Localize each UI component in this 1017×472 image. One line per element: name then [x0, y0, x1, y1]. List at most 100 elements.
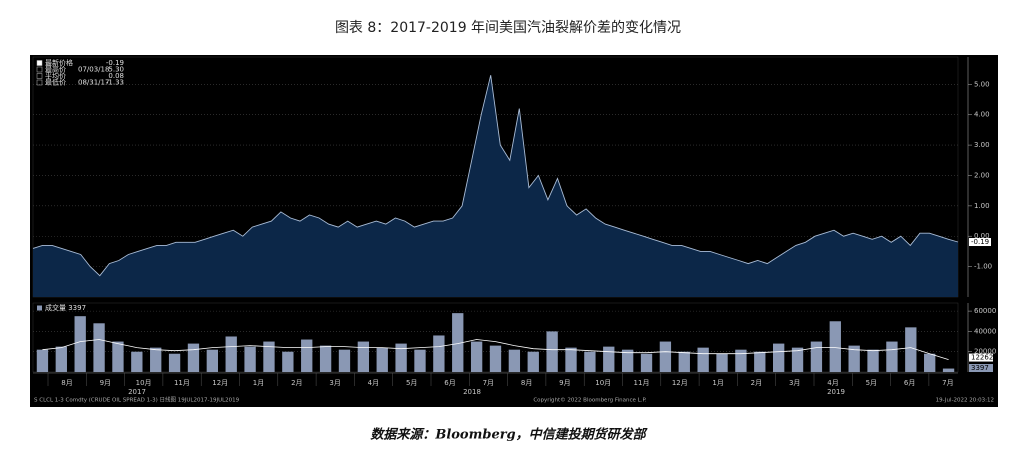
legend-label: 最低价	[45, 78, 66, 87]
year-label: 2017	[128, 388, 146, 396]
y-tick-label: 3.00	[974, 141, 990, 149]
volume-bar	[414, 349, 426, 372]
x-tick-label: 2月	[291, 379, 302, 387]
volume-bar	[187, 343, 200, 372]
y-tick-label: 40000	[974, 327, 996, 335]
x-tick-label: 4月	[368, 379, 379, 387]
ma-line	[42, 339, 949, 360]
volume-bar	[131, 351, 143, 372]
volume-bar	[848, 345, 860, 372]
volume-bar	[489, 345, 502, 372]
y-tick-label: 4.00	[974, 111, 990, 119]
volume-bar	[433, 335, 445, 372]
volume-bar	[640, 353, 653, 372]
last-label: 3397	[971, 364, 989, 372]
volume-bar	[924, 353, 936, 372]
x-tick-label: 6月	[904, 379, 915, 387]
legend-swatch	[36, 79, 43, 86]
volume-bar	[282, 351, 294, 372]
x-tick-label: 9月	[559, 379, 570, 387]
volume-bar	[36, 349, 49, 372]
volume-bar	[716, 353, 728, 372]
legend-label: 最高价	[45, 65, 66, 74]
x-tick-label: 6月	[444, 379, 455, 387]
x-tick-label: 11月	[634, 379, 650, 387]
volume-bar	[150, 347, 162, 372]
volume-bar	[244, 346, 256, 372]
volume-bar	[942, 368, 955, 372]
volume-bar	[773, 343, 785, 372]
volume-bar	[735, 349, 747, 372]
x-tick-label: 9月	[100, 379, 111, 387]
legend-label: 最新价格	[45, 58, 73, 67]
x-tick-label: 12月	[672, 379, 688, 387]
y-tick-label: 0.00	[974, 232, 990, 240]
legend-value: -0.19	[106, 59, 124, 67]
x-tick-label: 1月	[253, 379, 264, 387]
volume-bar	[603, 346, 615, 372]
x-tick-label: 11月	[174, 379, 190, 387]
year-label: 2018	[463, 388, 481, 396]
volume-bar	[301, 339, 313, 372]
x-tick-label: 7月	[942, 379, 953, 387]
y-tick-label: 60000	[974, 307, 996, 315]
volume-bar	[659, 341, 672, 372]
x-tick-label: 10月	[136, 379, 152, 387]
legend-swatch	[36, 60, 43, 66]
area-line	[32, 75, 959, 277]
volume-bar	[74, 316, 86, 372]
volume-bar	[376, 347, 388, 372]
x-tick-label: 7月	[483, 379, 494, 387]
x-tick-label: 2月	[751, 379, 762, 387]
volume-bar	[206, 349, 218, 372]
volume-bar	[697, 347, 709, 372]
volume-bar	[791, 347, 804, 372]
volume-bar	[678, 351, 690, 372]
last-label: 12262	[971, 354, 993, 362]
volume-bar	[754, 351, 766, 372]
volume-bar	[584, 351, 596, 372]
last-box	[969, 353, 993, 362]
legend-value: 5.30	[108, 66, 124, 74]
volume-bar	[395, 343, 407, 372]
y-tick-label: 20000	[974, 348, 996, 356]
volume-bar	[338, 349, 351, 372]
volume-bar	[470, 341, 483, 372]
x-tick-label: 10月	[595, 379, 611, 387]
volume-bar	[93, 323, 105, 372]
legend-label: 平均价	[45, 71, 66, 80]
legend-value: 0.08	[108, 72, 124, 80]
x-tick-label: 5月	[866, 379, 877, 387]
volume-bar	[263, 341, 275, 372]
legend-swatch	[36, 73, 43, 79]
legend-value: -1.33	[106, 79, 124, 87]
x-tick-label: 1月	[712, 379, 723, 387]
volume-bar	[168, 353, 181, 372]
volume-bar	[810, 341, 823, 372]
area	[33, 75, 958, 297]
x-tick-label: 3月	[789, 379, 800, 387]
volume-bar	[546, 331, 558, 372]
y-tick-label: 2.00	[974, 171, 990, 179]
volume-bar	[886, 341, 898, 372]
year-label: 2019	[827, 388, 845, 396]
last-box	[969, 364, 993, 372]
footer-left: S CLCL 1-3 Comdty (CRUDE OIL SPREAD 1-3)…	[34, 396, 240, 404]
x-tick-label: 5月	[406, 379, 417, 387]
x-tick-label: 4月	[827, 379, 838, 387]
y-tick-label: -1.00	[974, 263, 992, 271]
volume-bar	[319, 345, 332, 372]
last-box	[969, 238, 991, 247]
volume-bar	[867, 349, 879, 372]
legend-label: 成交量 3397	[45, 303, 86, 312]
volume-bar	[225, 336, 237, 372]
y-tick-label: 1.00	[974, 202, 990, 210]
legend-date: 07/03/18	[78, 66, 109, 74]
x-tick-label: 12月	[212, 379, 228, 387]
source: 数据来源：Bloomberg，中信建投期货研发部	[370, 427, 648, 443]
x-tick-label: 8月	[61, 379, 72, 387]
volume-bar	[508, 349, 521, 372]
volume-bar	[55, 346, 67, 372]
